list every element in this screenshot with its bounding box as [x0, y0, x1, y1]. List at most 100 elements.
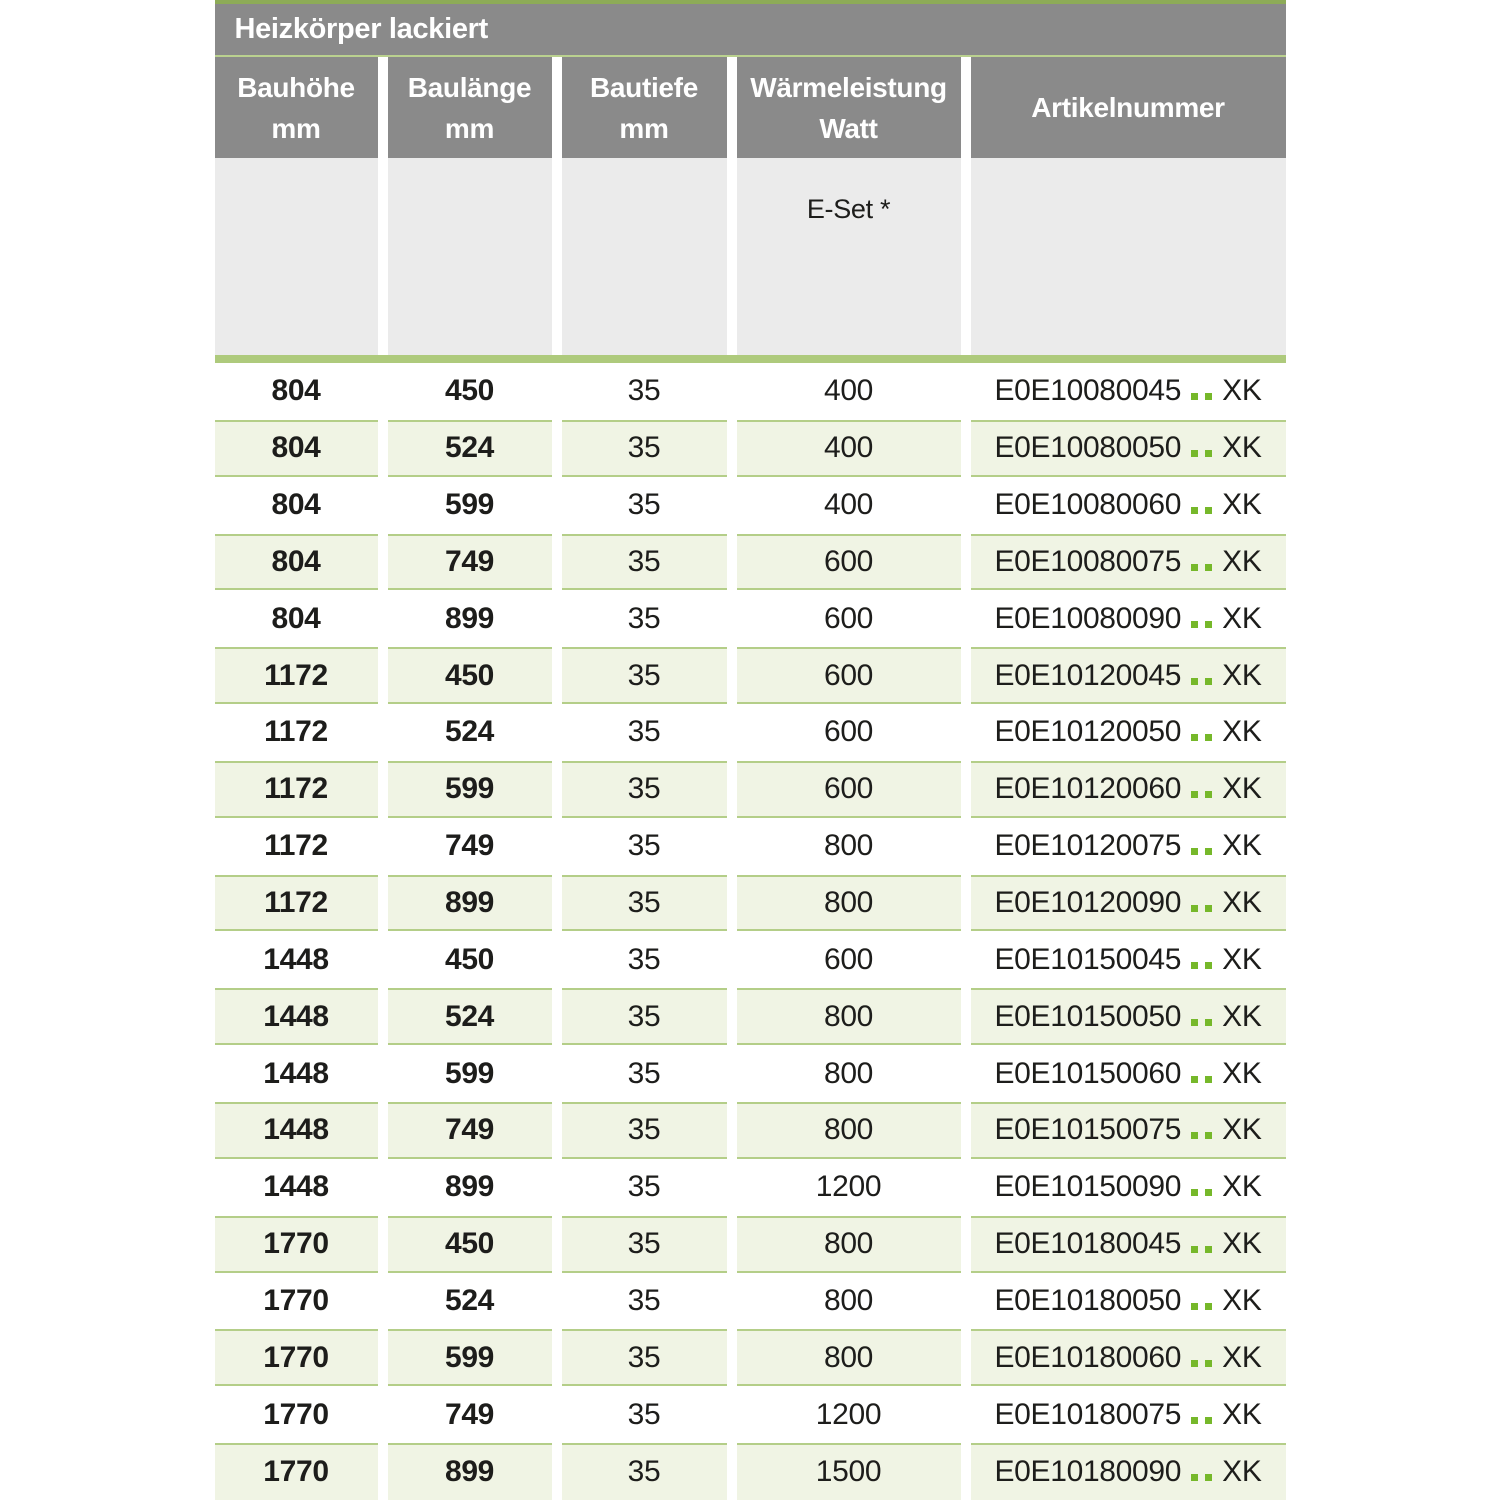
table-row: 1448 899 35 1200 E0E10150090 XK — [214, 1158, 1286, 1216]
article-code: E0E10180045 — [994, 1227, 1182, 1261]
table-row: 804 599 35 400 E0E10080060 XK — [214, 476, 1286, 534]
cell-artikelnummer: E0E10150075 XK — [970, 1101, 1286, 1159]
cell-bauhoehe: 804 — [214, 363, 378, 420]
cell-bautiefe: 35 — [561, 874, 727, 932]
article-placeholder-dot-icon — [1205, 905, 1213, 913]
cell-watt: 600 — [736, 931, 961, 989]
cell-artikelnummer: E0E10120075 XK — [970, 817, 1286, 875]
cell-bautiefe: 35 — [561, 1101, 727, 1159]
cell-bautiefe: 35 — [561, 363, 727, 420]
cell-baulaenge: 899 — [387, 1158, 552, 1216]
cell-bautiefe: 35 — [561, 760, 727, 818]
cell-artikelnummer: E0E10150045 XK — [970, 931, 1286, 989]
cell-artikelnummer: E0E10080075 XK — [970, 533, 1286, 591]
cell-watt: 600 — [736, 590, 961, 648]
cell-bautiefe: 35 — [561, 590, 727, 648]
cell-bautiefe: 35 — [561, 1215, 727, 1273]
column-label: Wärmeleistung — [750, 71, 947, 103]
article-placeholder-dot-icon — [1191, 620, 1199, 628]
article-placeholder-dot-icon — [1191, 734, 1199, 742]
article-placeholder-dot-icon — [1205, 1189, 1213, 1197]
article-placeholder-dot-icon — [1205, 1132, 1213, 1140]
table-row: 1770 450 35 800 E0E10180045 XK — [214, 1215, 1286, 1273]
article-code: E0E10120045 — [994, 658, 1182, 692]
article-placeholder-dot-icon — [1205, 393, 1213, 401]
article-code: E0E10080045 — [994, 374, 1182, 408]
table-title: Heizkörper lackiert — [234, 13, 489, 45]
article-code: E0E10120060 — [994, 772, 1182, 806]
cell-baulaenge: 749 — [387, 533, 552, 591]
article-placeholder-dot-icon — [1205, 791, 1213, 799]
article-code: E0E10180090 — [994, 1455, 1182, 1489]
table-row: 1172 899 35 800 E0E10120090 XK — [214, 874, 1286, 932]
cell-artikelnummer: E0E10180050 XK — [970, 1272, 1286, 1330]
table-row: 1172 524 35 600 E0E10120050 XK — [214, 704, 1286, 761]
cell-artikelnummer: E0E10150090 XK — [970, 1158, 1286, 1216]
cell-watt: 1500 — [736, 1443, 961, 1500]
article-placeholder-dot-icon — [1191, 393, 1199, 401]
cell-watt: 800 — [736, 817, 961, 875]
article-placeholder-dot-icon — [1191, 905, 1199, 913]
article-placeholder-dot-icon — [1205, 1246, 1213, 1254]
subheader-row: E-Set * — [214, 158, 1286, 355]
cell-bauhoehe: 1770 — [214, 1443, 378, 1500]
cell-watt: 1200 — [736, 1158, 961, 1216]
article-suffix: XK — [1222, 431, 1262, 465]
cell-bautiefe: 35 — [561, 1386, 727, 1444]
cell-artikelnummer: E0E10080045 XK — [970, 363, 1286, 420]
cell-artikelnummer: E0E10080090 XK — [970, 590, 1286, 648]
article-code: E0E10080060 — [994, 488, 1182, 522]
cell-baulaenge: 749 — [387, 817, 552, 875]
article-placeholder-dot-icon — [1205, 563, 1213, 571]
article-number: E0E10180050 XK — [994, 1284, 1261, 1318]
article-placeholder-dot-icon — [1191, 563, 1199, 571]
article-suffix: XK — [1222, 544, 1262, 578]
cell-baulaenge: 450 — [387, 1215, 552, 1273]
article-placeholder-dot-icon — [1205, 450, 1213, 458]
cell-bauhoehe: 1770 — [214, 1386, 378, 1444]
cell-bauhoehe: 804 — [214, 476, 378, 534]
cell-bauhoehe: 1172 — [214, 704, 378, 761]
cell-bautiefe: 35 — [561, 1329, 727, 1387]
cell-baulaenge: 599 — [387, 476, 552, 534]
article-code: E0E10150050 — [994, 999, 1182, 1033]
cell-artikelnummer: E0E10180075 XK — [970, 1386, 1286, 1444]
article-placeholder-dot-icon — [1205, 848, 1213, 856]
cell-bauhoehe: 1448 — [214, 931, 378, 989]
article-placeholder-dot-icon — [1205, 1018, 1213, 1026]
article-number: E0E10180060 XK — [994, 1341, 1261, 1375]
cell-baulaenge: 749 — [387, 1101, 552, 1159]
cell-bautiefe: 35 — [561, 1443, 727, 1500]
table-row: 1770 524 35 800 E0E10180050 XK — [214, 1272, 1286, 1330]
article-suffix: XK — [1222, 1227, 1262, 1261]
cell-bautiefe: 35 — [561, 476, 727, 534]
table-row: 1172 749 35 800 E0E10120075 XK — [214, 817, 1286, 875]
product-table: Heizkörper lackiert Bauhöhe mm Baulänge mm B… — [214, 0, 1286, 1500]
cell-baulaenge: 524 — [387, 419, 552, 477]
cell-artikelnummer: E0E10080050 XK — [970, 419, 1286, 477]
article-number: E0E10080060 XK — [994, 488, 1261, 522]
subheader-cell-bautiefe — [561, 158, 727, 355]
cell-artikelnummer: E0E10120045 XK — [970, 647, 1286, 705]
table-top-border — [214, 0, 1286, 4]
table-row: 804 524 35 400 E0E10080050 XK — [214, 419, 1286, 477]
cell-bautiefe: 35 — [561, 1045, 727, 1102]
article-suffix: XK — [1222, 1283, 1262, 1317]
cell-bauhoehe: 1448 — [214, 988, 378, 1046]
article-code: E0E10080090 — [994, 601, 1182, 635]
table-row: 1448 450 35 600 E0E10150045 XK — [214, 931, 1286, 989]
article-suffix: XK — [1222, 374, 1262, 408]
cell-bauhoehe: 804 — [214, 419, 378, 477]
table-row: 1770 899 35 1500 E0E10180090 XK — [214, 1443, 1286, 1500]
cell-artikelnummer: E0E10120050 XK — [970, 704, 1286, 761]
cell-bautiefe: 35 — [561, 1272, 727, 1330]
article-code: E0E10150060 — [994, 1056, 1182, 1090]
table-row: 1172 599 35 600 E0E10120060 XK — [214, 760, 1286, 818]
cell-bauhoehe: 1172 — [214, 817, 378, 875]
cell-watt: 600 — [736, 647, 961, 705]
cell-watt: 600 — [736, 533, 961, 591]
table-row: 1448 599 35 800 E0E10150060 XK — [214, 1045, 1286, 1102]
article-code: E0E10180060 — [994, 1340, 1182, 1374]
table-row: 1770 599 35 800 E0E10180060 XK — [214, 1329, 1286, 1387]
table-row: 804 749 35 600 E0E10080075 XK — [214, 533, 1286, 591]
